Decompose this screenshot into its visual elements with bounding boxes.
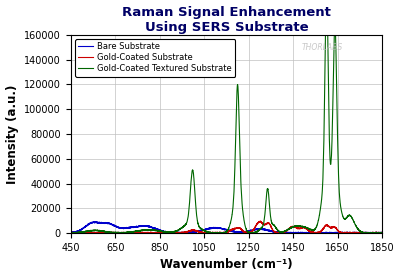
Gold-Coated Substrate bbox=[125, 231, 130, 234]
Bare Substrate bbox=[92, 220, 97, 224]
Bare Substrate bbox=[177, 232, 182, 235]
Gold-Coated Substrate bbox=[301, 226, 306, 229]
Bare Substrate bbox=[68, 230, 73, 234]
Gold-Coated Substrate bbox=[258, 219, 263, 223]
Line: Bare Substrate: Bare Substrate bbox=[71, 222, 382, 233]
Gold-Coated Textured Substrate bbox=[255, 230, 260, 234]
Bare Substrate bbox=[271, 230, 276, 233]
Gold-Coated Substrate bbox=[68, 232, 73, 235]
Gold-Coated Textured Substrate bbox=[187, 198, 192, 201]
Gold-Coated Textured Substrate bbox=[301, 225, 306, 228]
Bare Substrate bbox=[380, 231, 384, 234]
Gold-Coated Textured Substrate bbox=[68, 231, 73, 235]
Gold-Coated Substrate bbox=[271, 229, 276, 233]
Gold-Coated Substrate bbox=[324, 224, 329, 227]
Gold-Coated Substrate bbox=[68, 231, 73, 234]
Bare Substrate bbox=[125, 226, 130, 229]
Bare Substrate bbox=[324, 231, 329, 235]
Text: THORLABS: THORLABS bbox=[302, 43, 343, 52]
Bare Substrate bbox=[255, 227, 260, 230]
Bare Substrate bbox=[301, 231, 306, 234]
X-axis label: Wavenumber (cm⁻¹): Wavenumber (cm⁻¹) bbox=[160, 258, 293, 271]
Bare Substrate bbox=[188, 231, 192, 234]
Y-axis label: Intensity (a.u.): Intensity (a.u.) bbox=[6, 84, 18, 184]
Gold-Coated Textured Substrate bbox=[271, 223, 276, 226]
Gold-Coated Substrate bbox=[255, 222, 260, 225]
Gold-Coated Textured Substrate bbox=[70, 232, 75, 235]
Gold-Coated Textured Substrate bbox=[380, 231, 384, 235]
Line: Gold-Coated Textured Substrate: Gold-Coated Textured Substrate bbox=[71, 0, 382, 233]
Line: Gold-Coated Substrate: Gold-Coated Substrate bbox=[71, 221, 382, 233]
Gold-Coated Substrate bbox=[380, 231, 384, 234]
Gold-Coated Textured Substrate bbox=[125, 231, 130, 234]
Gold-Coated Substrate bbox=[187, 229, 192, 232]
Title: Raman Signal Enhancement
Using SERS Substrate: Raman Signal Enhancement Using SERS Subs… bbox=[122, 6, 331, 34]
Legend: Bare Substrate, Gold-Coated Substrate, Gold-Coated Textured Substrate: Bare Substrate, Gold-Coated Substrate, G… bbox=[75, 39, 236, 77]
